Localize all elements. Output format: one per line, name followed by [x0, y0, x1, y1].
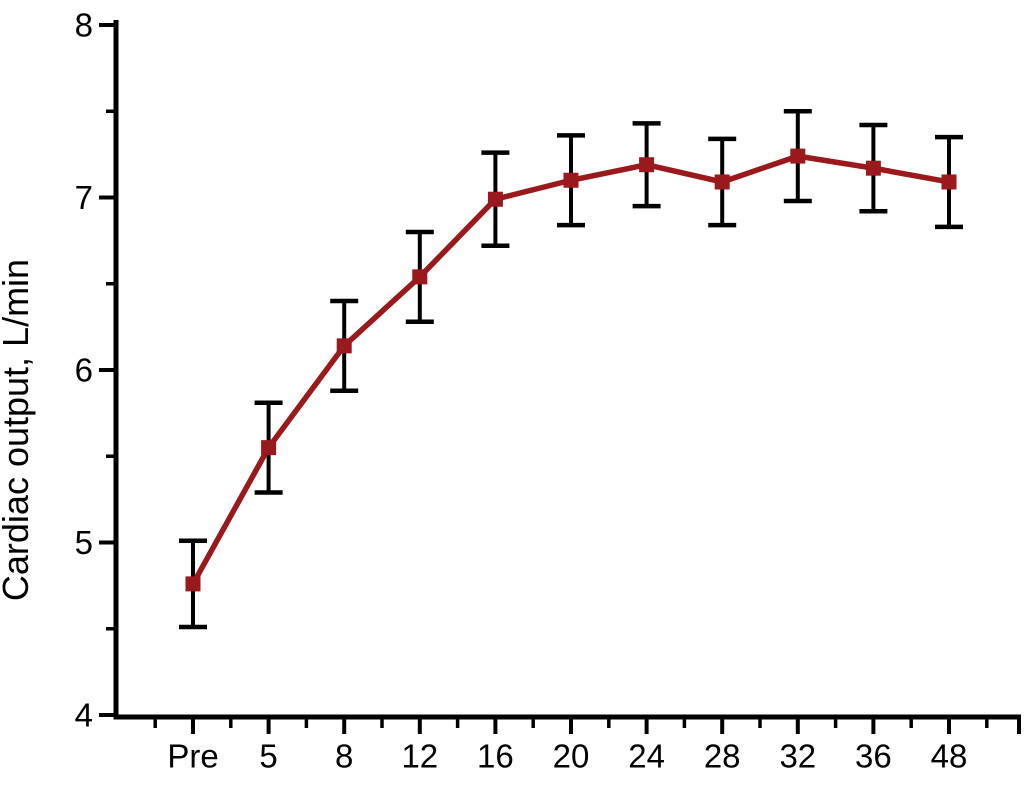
- y-tick-label: 4: [75, 697, 93, 734]
- x-tick-label: 8: [335, 738, 353, 775]
- x-tick-label: 5: [259, 738, 277, 775]
- y-axis-title: Cardiac output, L/min: [0, 259, 36, 601]
- data-marker: [261, 440, 277, 456]
- data-marker: [941, 174, 957, 190]
- data-markers: [185, 148, 957, 592]
- data-marker: [487, 191, 503, 207]
- x-tick-label: 48: [931, 738, 968, 775]
- data-marker: [336, 338, 352, 354]
- data-marker: [639, 157, 655, 173]
- x-tick-label: 36: [855, 738, 892, 775]
- x-tick-label: 12: [401, 738, 438, 775]
- data-marker: [412, 269, 428, 285]
- y-tick-label: 5: [75, 524, 93, 561]
- error-bars: [179, 109, 963, 630]
- x-tick-label: 28: [704, 738, 741, 775]
- x-tick-label: Pre: [167, 738, 218, 775]
- x-tick-label: 32: [779, 738, 816, 775]
- data-marker: [185, 576, 201, 592]
- data-marker: [563, 172, 579, 188]
- y-tick-label: 8: [75, 7, 93, 44]
- x-tick-label: 16: [477, 738, 514, 775]
- x-tick-label: 24: [628, 738, 665, 775]
- data-marker: [865, 160, 881, 176]
- data-marker: [790, 148, 806, 164]
- x-axis: Pre 5 8 12 16 20 24 28 32 36 48: [113, 714, 1021, 775]
- x-tick-label: 20: [553, 738, 590, 775]
- y-tick-label: 6: [75, 352, 93, 389]
- data-marker: [714, 174, 730, 190]
- y-tick-label: 7: [75, 179, 93, 216]
- y-axis: 4 5 6 7 8: [75, 7, 119, 734]
